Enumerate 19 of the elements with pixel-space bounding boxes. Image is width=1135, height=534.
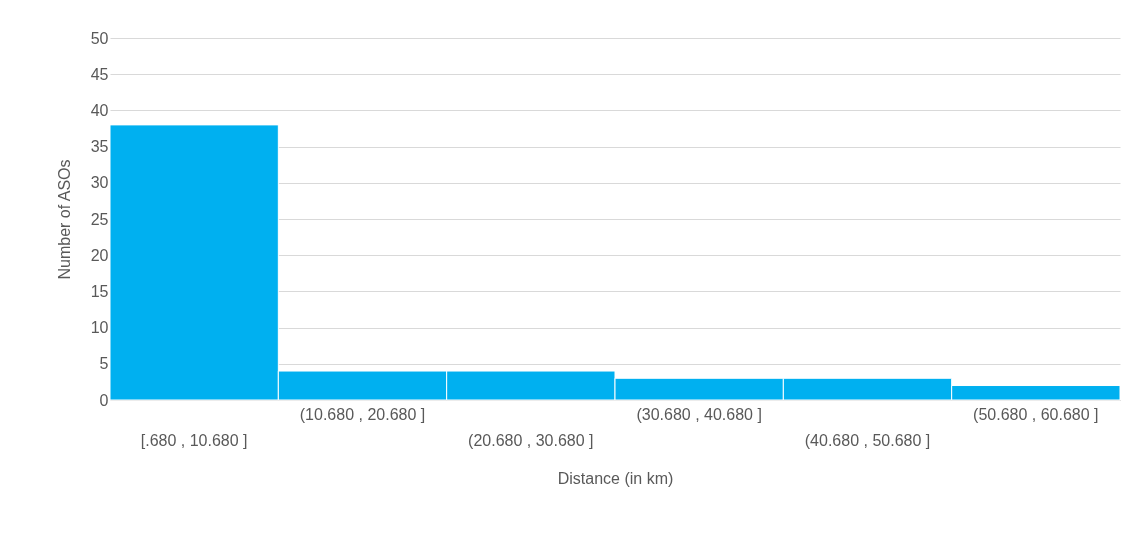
- x-tick-label: (20.680 , 30.680 ]: [468, 431, 594, 449]
- x-tick-label: (30.680 , 40.680 ]: [636, 405, 762, 423]
- y-tick-label: 50: [90, 29, 109, 47]
- y-axis-title: Number of ASOs: [55, 159, 73, 280]
- y-tick-label: 25: [90, 210, 109, 228]
- y-tick-label: 35: [90, 138, 109, 156]
- x-tick-label: [.680 , 10.680 ]: [140, 431, 248, 449]
- y-tick-label: 0: [99, 391, 109, 409]
- y-tick-label: 20: [90, 246, 109, 264]
- x-tick-label: (40.680 , 50.680 ]: [804, 431, 931, 449]
- y-tick-label: 10: [90, 319, 109, 337]
- x-tick-label: (50.680 , 60.680 ]: [973, 405, 1099, 423]
- y-tick-label: 5: [99, 355, 109, 373]
- y-tick-label: 40: [90, 101, 109, 119]
- y-tick-label: 45: [90, 65, 109, 83]
- y-tick-label: 30: [90, 174, 109, 192]
- x-axis-title: Distance (in km): [557, 469, 674, 487]
- x-tick-label: (10.680 , 20.680 ]: [299, 405, 426, 423]
- y-tick-label: 15: [90, 282, 109, 300]
